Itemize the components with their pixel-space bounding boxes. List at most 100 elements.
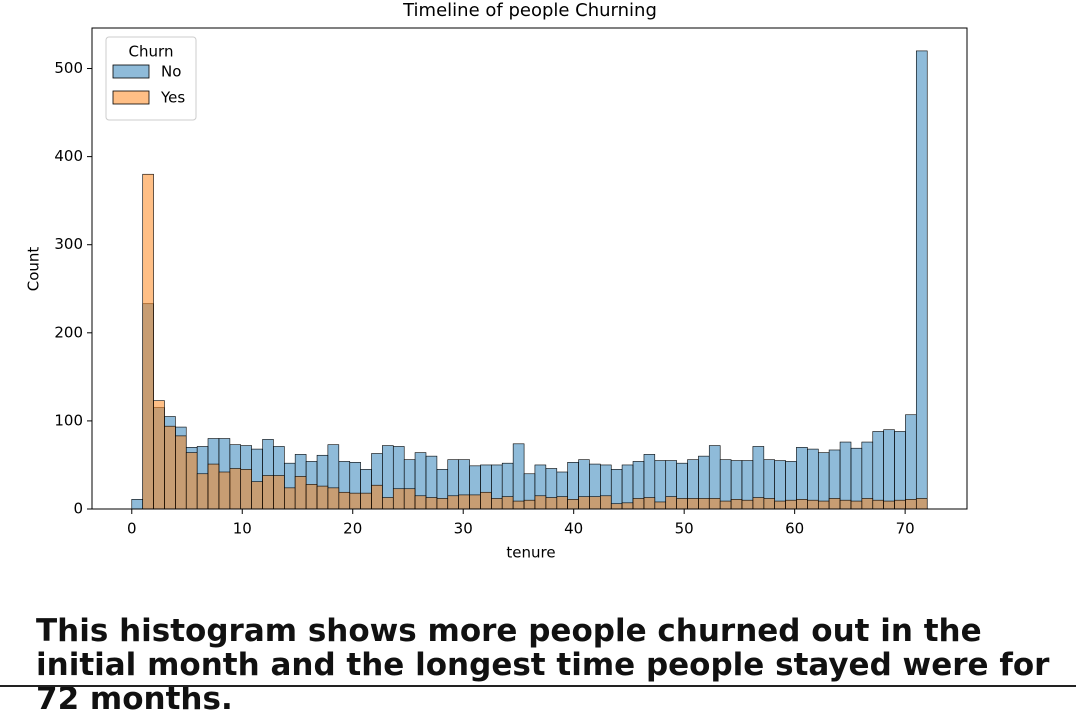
- divider: [0, 685, 1076, 687]
- bar: [883, 429, 895, 510]
- bar: [447, 495, 459, 510]
- plot-frame: [91, 27, 968, 510]
- bar: [621, 464, 634, 510]
- bar: [469, 494, 481, 510]
- x-tick-label: 40: [564, 520, 583, 538]
- bar: [600, 495, 612, 510]
- chart: Timeline of people Churning tenure Count…: [25, 0, 968, 562]
- bar: [567, 499, 579, 510]
- bar: [240, 469, 252, 510]
- bar: [545, 497, 558, 510]
- bar: [196, 473, 209, 510]
- bar: [861, 498, 874, 510]
- legend-label: Yes: [160, 89, 185, 107]
- y-axis-label: Count: [25, 247, 43, 292]
- bar: [360, 492, 372, 510]
- bar: [905, 414, 917, 510]
- bar: [796, 499, 808, 510]
- bar: [828, 498, 841, 510]
- bar: [403, 488, 416, 510]
- bar: [229, 468, 242, 510]
- bar: [665, 496, 677, 510]
- x-axis-label: tenure: [506, 544, 555, 562]
- bar: [436, 498, 449, 510]
- bar: [708, 498, 721, 510]
- bar: [807, 499, 819, 510]
- bar: [207, 463, 220, 510]
- bar: [643, 497, 656, 510]
- bar: [915, 50, 928, 510]
- bar: [164, 425, 176, 510]
- bar: [512, 500, 525, 510]
- bar: [305, 484, 318, 510]
- bar: [534, 495, 547, 510]
- legend-title: Churn: [129, 43, 174, 61]
- bar: [610, 503, 623, 510]
- legend-label: No: [161, 63, 181, 81]
- bar: [578, 496, 590, 510]
- legend-swatch: [112, 64, 150, 79]
- bar: [872, 499, 884, 510]
- bar: [632, 498, 645, 510]
- bar: [556, 496, 568, 510]
- bar: [774, 500, 786, 510]
- bar: [512, 443, 525, 510]
- x-tick-label: 60: [785, 520, 804, 538]
- bar: [654, 501, 667, 510]
- x-tick-label: 70: [896, 520, 915, 538]
- caption: This histogram shows more people churned…: [36, 613, 1050, 717]
- bar: [338, 491, 351, 510]
- y-tick-label: 0: [73, 500, 83, 518]
- x-tick-label: 10: [233, 520, 252, 538]
- bar: [589, 496, 601, 510]
- bar: [687, 498, 699, 510]
- bar: [392, 488, 405, 510]
- legend-swatch: [112, 90, 150, 105]
- bar: [676, 498, 688, 510]
- bar: [491, 498, 503, 510]
- x-tick-label: 20: [343, 520, 362, 538]
- bar: [523, 499, 536, 510]
- y-tick-label: 100: [54, 411, 83, 429]
- bar: [850, 500, 863, 510]
- bar: [251, 481, 263, 510]
- bar: [294, 476, 307, 510]
- bar: [763, 498, 775, 510]
- y-tick-label: 400: [54, 147, 83, 165]
- bar: [839, 499, 852, 510]
- bar: [730, 499, 743, 510]
- y-tick-label: 300: [54, 235, 83, 253]
- bar: [817, 452, 830, 510]
- x-tick-label: 0: [127, 520, 137, 538]
- x-tick-label: 50: [675, 520, 694, 538]
- bar: [382, 497, 394, 510]
- bar: [153, 400, 165, 510]
- bar: [621, 502, 634, 510]
- bar: [610, 469, 623, 510]
- bar: [142, 173, 154, 510]
- bar: [425, 497, 438, 510]
- bar: [327, 487, 340, 510]
- bar: [872, 431, 884, 510]
- bar: [185, 452, 198, 510]
- bar: [698, 498, 710, 510]
- bar: [501, 496, 514, 510]
- bar: [284, 487, 296, 510]
- bar: [719, 500, 732, 510]
- bar: [458, 494, 470, 510]
- bar: [316, 485, 329, 510]
- bar: [175, 435, 187, 510]
- bar: [915, 498, 928, 510]
- bar: [752, 497, 765, 510]
- bar: [273, 475, 285, 510]
- y-tick-label: 200: [54, 323, 83, 341]
- bar: [883, 500, 895, 510]
- bar: [785, 499, 797, 510]
- bar: [371, 484, 383, 510]
- bar: [839, 441, 852, 510]
- bar: [894, 431, 906, 510]
- x-tick-label: 30: [454, 520, 473, 538]
- bar: [131, 499, 144, 510]
- bar: [741, 499, 754, 510]
